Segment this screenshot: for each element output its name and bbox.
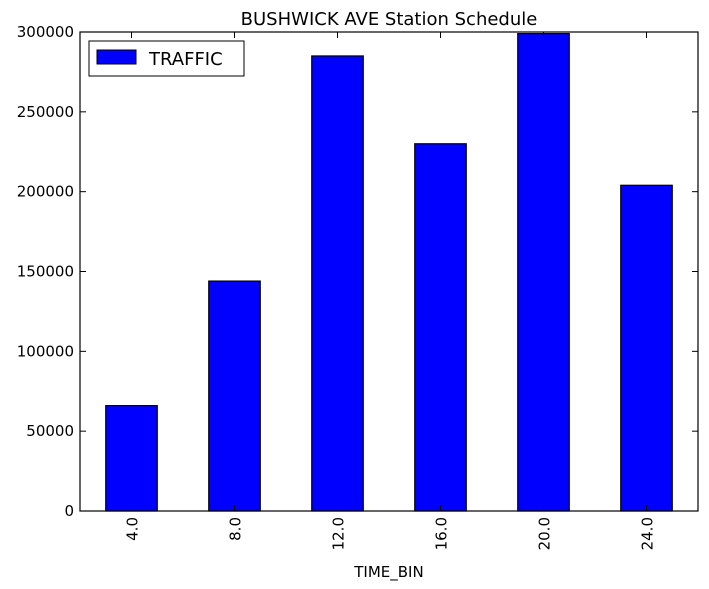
x-tick-label: 20.0 [536,517,554,550]
plot-area: 0 50000 100000 150000 200000 250000 300000 4.0 8… [17,23,699,550]
y-tick-label: 250000 [17,103,74,121]
x-tick-label: 4.0 [124,517,142,541]
bar-20-0 [517,32,570,512]
bar-12-0 [311,55,364,512]
legend-label: TRAFFIC [148,49,223,70]
y-tick-label: 300000 [17,23,74,41]
bar-4-0 [105,405,158,512]
legend-swatch [96,49,137,65]
x-tick-label: 16.0 [433,517,451,550]
y-tick-label: 0 [64,502,74,520]
y-tick-label: 150000 [17,263,74,281]
y-tick-label: 100000 [17,342,74,360]
bar-8-0 [208,280,261,512]
x-tick-label: 24.0 [639,517,657,550]
y-tick-label: 50000 [26,422,74,440]
x-tick-label: 8.0 [227,517,245,541]
bar-24-0 [620,184,673,512]
chart-title: BUSHWICK AVE Station Schedule [241,9,538,30]
y-tick-label: 200000 [17,183,74,201]
x-tick-label: 12.0 [330,517,348,550]
axes-frame [79,31,699,512]
x-axis-label: TIME_BIN [353,563,423,582]
bar-16-0 [414,143,467,512]
